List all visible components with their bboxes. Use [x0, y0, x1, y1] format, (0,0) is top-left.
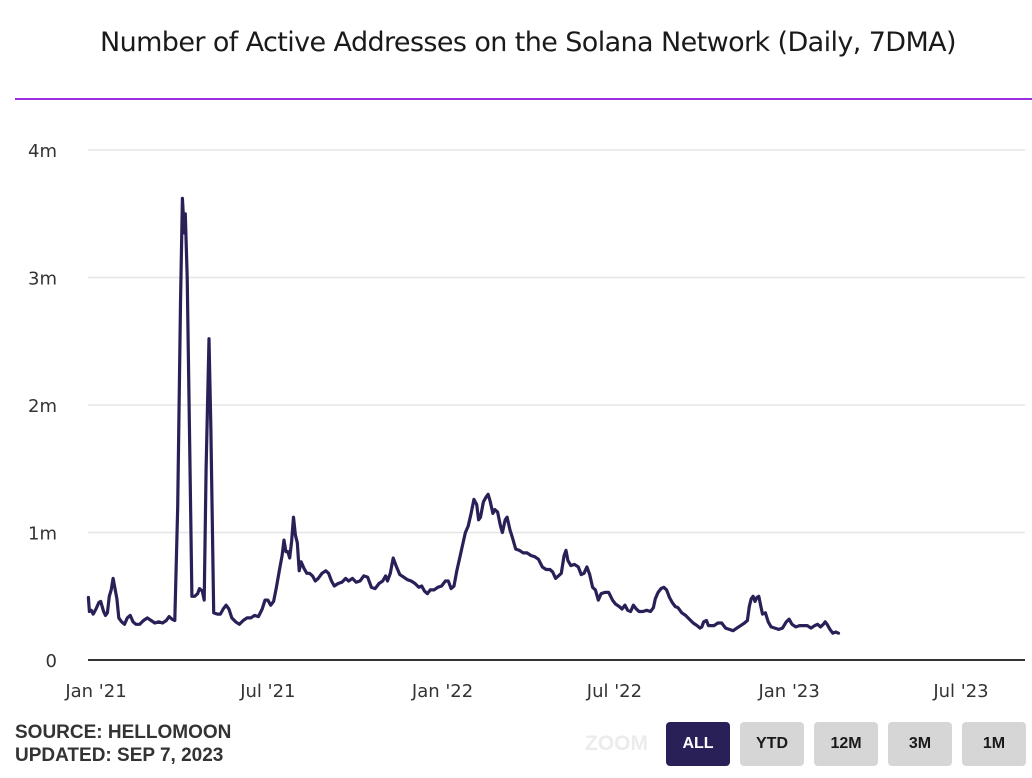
source-note: SOURCE: HELLOMOON UPDATED: SEP 7, 2023: [15, 721, 231, 767]
x-tick-label: Jul '23: [932, 681, 988, 702]
zoom-button-12m[interactable]: 12M: [814, 722, 878, 766]
zoom-button-ytd[interactable]: YTD: [740, 722, 804, 766]
gridlines: [88, 149, 1025, 534]
source-label: SOURCE: HELLOMOON: [15, 722, 232, 743]
y-tick-label: 3m: [28, 269, 57, 290]
title-divider: [15, 98, 1032, 100]
x-axis-ticks: Jan '21 Jul '21 Jan '22 Jul '22 Jan '23 Jul '…: [64, 681, 988, 702]
x-tick-label: Jan '23: [757, 681, 819, 702]
y-tick-label: 0: [46, 651, 57, 672]
x-tick-label: Jan '21: [64, 681, 126, 702]
zoom-button-all[interactable]: ALL: [666, 722, 730, 766]
zoom-button-3m[interactable]: 3M: [888, 722, 952, 766]
y-tick-label: 1m: [28, 524, 57, 545]
series-line-active-addresses: [86, 196, 841, 635]
x-tick-label: Jul '21: [239, 681, 295, 702]
chart-title: Number of Active Addresses on the Solana…: [100, 27, 957, 58]
zoom-label: ZOOM: [585, 732, 648, 755]
zoom-button-1m[interactable]: 1M: [962, 722, 1026, 766]
y-axis-ticks: 0 1m 2m 3m 4m: [28, 141, 57, 672]
x-tick-label: Jan '22: [411, 681, 473, 702]
y-tick-label: 4m: [28, 141, 57, 162]
updated-label: UPDATED: SEP 7, 2023: [15, 745, 224, 766]
x-tick-label: Jul '22: [586, 681, 642, 702]
y-tick-label: 2m: [28, 396, 57, 417]
